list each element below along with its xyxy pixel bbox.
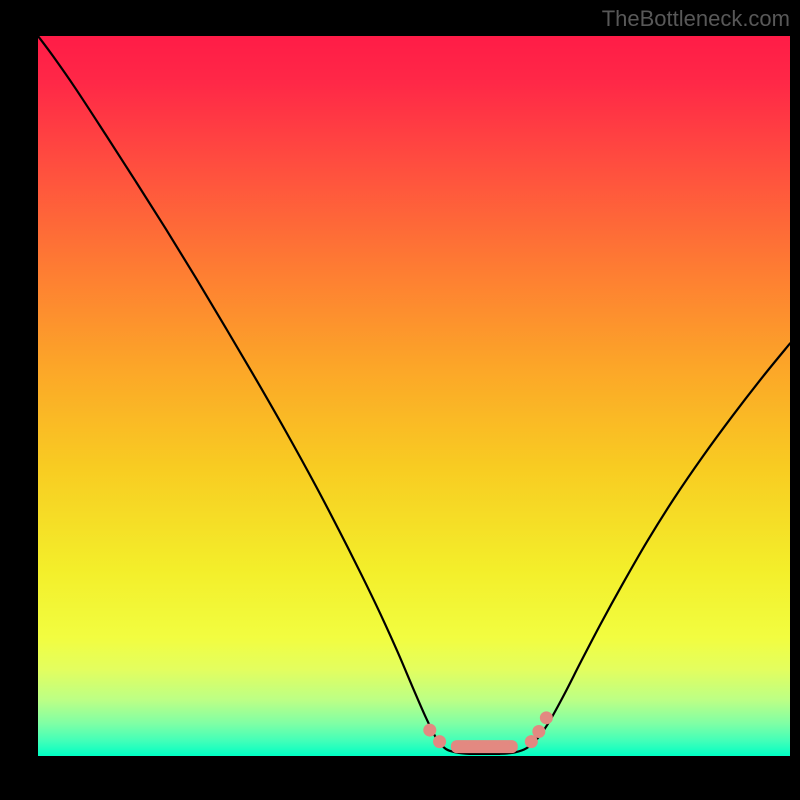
optimal-range-marker [451, 740, 518, 753]
marker-dot [532, 725, 545, 738]
bottleneck-chart [0, 0, 800, 800]
plot-area [38, 36, 790, 756]
marker-dot [540, 711, 553, 724]
marker-dot [423, 724, 436, 737]
marker-dot [433, 735, 446, 748]
attribution-text: TheBottleneck.com [602, 6, 790, 32]
chart-container: TheBottleneck.com [0, 0, 800, 800]
